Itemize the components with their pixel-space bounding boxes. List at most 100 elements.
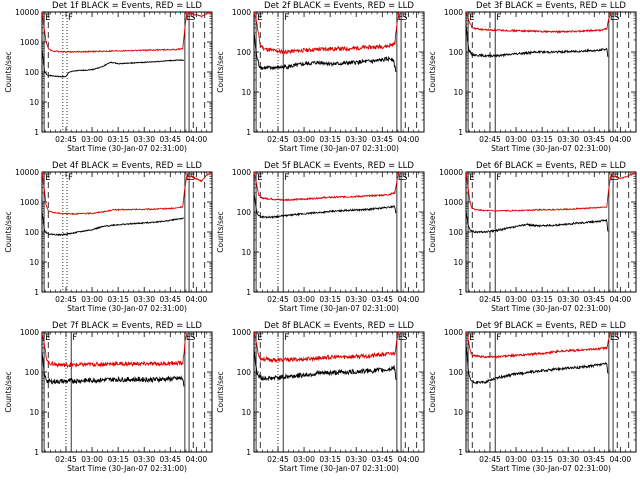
- event-marker-label: E: [469, 333, 474, 343]
- y-tick-label: 1000: [20, 38, 39, 47]
- x-tick-label: 04:00: [398, 455, 420, 464]
- y-tick-label: 1000: [20, 198, 39, 207]
- x-tick-label: 03:15: [319, 295, 341, 304]
- chart-title: Det 1f BLACK = Events, RED = LLD: [52, 1, 202, 11]
- series-line-events: [42, 211, 184, 237]
- x-tick-label: 04:00: [398, 135, 420, 144]
- y-tick-label: 10: [453, 258, 463, 267]
- plot-frame: [253, 11, 425, 133]
- y-tick-label: 1: [458, 288, 463, 297]
- event-marker-label: F: [284, 333, 289, 343]
- x-axis-label: Start Time (30-Jan-07 02:31:00): [67, 144, 187, 153]
- event-marker-label: F: [496, 13, 501, 23]
- x-tick-label: 03:30: [345, 135, 367, 144]
- series-line-events: [254, 347, 397, 382]
- y-tick-label: 1: [246, 288, 251, 297]
- x-tick-label: 03:15: [531, 455, 553, 464]
- x-tick-label: 04:00: [186, 295, 208, 304]
- chart-panel: Det 7f BLACK = Events, RED = LLD 1 10 100 10…: [4, 321, 213, 473]
- event-marker-label: S: [614, 13, 619, 23]
- y-tick-label: 1: [458, 448, 463, 457]
- event-marker-label: F: [496, 173, 501, 183]
- event-marker-label: E: [469, 173, 474, 183]
- y-tick-label: 1000: [232, 168, 251, 177]
- y-axis-label: Counts/sec: [428, 371, 437, 412]
- x-axis-label: Start Time (30-Jan-07 02:31:00): [491, 464, 611, 473]
- event-marker-label: E: [469, 13, 474, 23]
- x-tick-label: 03:45: [159, 455, 181, 464]
- plot-frame: [465, 331, 637, 453]
- event-marker-label: S: [190, 333, 195, 343]
- x-axis-label: Start Time (30-Jan-07 02:31:00): [279, 144, 399, 153]
- chart-title: Det 5f BLACK = Events, RED = LLD: [264, 161, 414, 171]
- x-tick-label: 03:45: [583, 455, 605, 464]
- x-tick-label: 04:00: [398, 295, 420, 304]
- x-tick-label: 03:00: [81, 295, 103, 304]
- event-marker-label: E: [610, 173, 615, 183]
- plot-frame: [41, 11, 213, 133]
- x-tick-label: 03:00: [81, 455, 103, 464]
- chart-title: Det 8f BLACK = Events, RED = LLD: [264, 321, 414, 331]
- y-tick-label: 100: [237, 48, 252, 57]
- event-marker-label: E: [186, 333, 191, 343]
- y-axis-label: Counts/sec: [216, 371, 225, 412]
- x-tick-label: 02:45: [55, 455, 77, 464]
- event-marker-label: F: [68, 173, 73, 183]
- y-tick-label: 100: [237, 208, 252, 217]
- plot-frame: [41, 171, 213, 293]
- x-axis-label: Start Time (30-Jan-07 02:31:00): [491, 304, 611, 313]
- x-tick-label: 02:45: [479, 455, 501, 464]
- event-marker-label: E: [257, 333, 262, 343]
- event-marker-label: E: [398, 333, 403, 343]
- y-tick-label: 10: [29, 258, 39, 267]
- plot-frame: [465, 171, 637, 293]
- x-tick-label: 03:45: [159, 135, 181, 144]
- chart-panel: Det 6f BLACK = Events, RED = LLD 1 10 100 10…: [428, 161, 637, 313]
- y-tick-label: 10000: [15, 168, 39, 177]
- y-axis-label: Counts/sec: [4, 371, 13, 412]
- series-line-lld: [42, 172, 212, 216]
- x-tick-label: 03:15: [319, 455, 341, 464]
- x-tick-label: 02:45: [267, 455, 289, 464]
- y-axis-label: Counts/sec: [428, 51, 437, 92]
- series-line-events: [466, 210, 609, 234]
- x-tick-label: 03:45: [371, 135, 393, 144]
- event-marker-label: E: [257, 173, 262, 183]
- chart-title: Det 4f BLACK = Events, RED = LLD: [52, 161, 202, 171]
- y-tick-label: 1: [246, 128, 251, 137]
- series-line-events: [42, 352, 185, 387]
- series-line-lld: [42, 12, 212, 54]
- y-tick-label: 1000: [444, 198, 463, 207]
- x-tick-label: 02:45: [267, 295, 289, 304]
- y-tick-label: 100: [449, 48, 464, 57]
- series-line-lld: [254, 12, 400, 55]
- y-tick-label: 100: [25, 368, 40, 377]
- x-tick-label: 03:15: [531, 295, 553, 304]
- event-marker-label: S: [614, 173, 619, 183]
- plot-frame: [41, 331, 213, 453]
- x-tick-label: 03:30: [557, 295, 579, 304]
- y-tick-label: 1: [34, 128, 39, 137]
- plot-frame: [253, 331, 425, 453]
- y-tick-label: 10: [453, 408, 463, 417]
- series-line-lld: [466, 12, 612, 35]
- x-tick-label: 04:00: [186, 135, 208, 144]
- chart-title: Det 2f BLACK = Events, RED = LLD: [264, 1, 414, 11]
- event-marker-label: S: [402, 13, 407, 23]
- x-tick-label: 03:30: [345, 455, 367, 464]
- y-axis-label: Counts/sec: [216, 51, 225, 92]
- y-tick-label: 100: [25, 68, 40, 77]
- y-tick-label: 10: [453, 88, 463, 97]
- plot-frame: [465, 11, 637, 133]
- series-line-events: [466, 24, 609, 58]
- x-tick-label: 03:30: [557, 455, 579, 464]
- y-tick-label: 1000: [232, 328, 251, 337]
- chart-panel: Det 3f BLACK = Events, RED = LLD 1 10 100 10…: [428, 1, 637, 153]
- event-marker-label: S: [402, 333, 407, 343]
- event-marker-label: E: [186, 13, 191, 23]
- series-line-events: [254, 192, 397, 220]
- x-tick-label: 03:30: [133, 295, 155, 304]
- y-tick-label: 10: [241, 408, 251, 417]
- x-axis-label: Start Time (30-Jan-07 02:31:00): [67, 304, 187, 313]
